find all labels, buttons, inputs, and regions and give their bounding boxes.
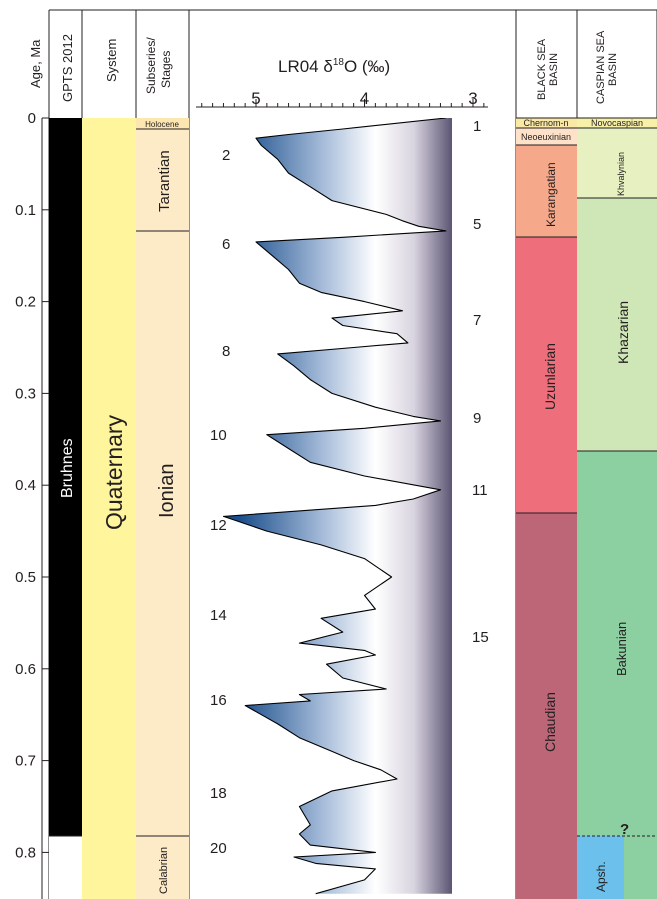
chernomorian-block bbox=[516, 118, 577, 128]
ionian-block bbox=[136, 231, 189, 836]
age-tick-label: 0.4 bbox=[15, 477, 36, 494]
black-sea-column: Chernom-n Neoeuxinian Karangatian Uzunla… bbox=[516, 117, 577, 899]
age-header: Age, Ma bbox=[28, 39, 43, 88]
mis-label: 6 bbox=[222, 236, 230, 253]
mis-label: 9 bbox=[473, 410, 481, 427]
stages-column: Holocene Tarantian Ionian Calabrian bbox=[136, 118, 189, 899]
novocaspian-block bbox=[577, 118, 657, 128]
chernomorian-label: Chernom-n bbox=[523, 118, 568, 128]
age-tick-label: 0.1 bbox=[15, 202, 36, 219]
stages-header-line2: Stages bbox=[159, 51, 173, 88]
mis-label: 11 bbox=[472, 482, 488, 499]
uzunlarian-block bbox=[516, 237, 577, 513]
holocene-block bbox=[136, 118, 189, 129]
lr04-curve-fill bbox=[223, 118, 452, 894]
d18o-axis: 5 4 3 bbox=[196, 89, 488, 108]
system-header: System bbox=[104, 39, 119, 82]
mis-label: 16 bbox=[210, 692, 227, 709]
neoeuxinian-block bbox=[516, 128, 577, 145]
mis-label: 8 bbox=[222, 343, 230, 360]
lr04-axis-title: LR04 δ18O (‰) bbox=[278, 57, 390, 76]
gpts-header: GPTS 2012 bbox=[60, 34, 75, 102]
lr04-curve bbox=[222, 118, 447, 895]
mis-label: 2 bbox=[222, 147, 230, 164]
age-tick-label: 0.5 bbox=[15, 569, 36, 586]
holocene-label: Holocene bbox=[145, 120, 179, 129]
bakunian-label: Bakunian bbox=[614, 622, 629, 676]
uzunlarian-label: Uzunlarian bbox=[542, 343, 558, 410]
khvalynian-label: Khvalynian bbox=[616, 152, 626, 196]
calabrian-block bbox=[136, 836, 189, 899]
mis-label: 1 bbox=[473, 118, 481, 135]
chaudian-block bbox=[516, 513, 577, 899]
mis-label: 5 bbox=[473, 216, 481, 233]
novocaspian-label: Novocaspian bbox=[591, 118, 643, 128]
khvalynian-block bbox=[577, 128, 657, 198]
mis-label: 12 bbox=[210, 517, 227, 534]
stages-header-line1: Subseries/ bbox=[144, 37, 158, 94]
column-headers: Age, Ma GPTS 2012 System Subseries/ Stag… bbox=[28, 30, 619, 104]
system-column: Quaternary bbox=[82, 118, 136, 899]
bakunian-block bbox=[577, 451, 657, 899]
caspian-header-line2: BASIN bbox=[607, 53, 619, 86]
age-tick-label: 0.3 bbox=[15, 385, 36, 402]
neoeuxinian-label: Neoeuxinian bbox=[521, 132, 571, 142]
gpts-column: Bruhnes bbox=[49, 118, 82, 899]
khazarian-block bbox=[577, 198, 657, 451]
age-tick-label: 0.6 bbox=[15, 661, 36, 678]
d18o-tick-label: 5 bbox=[251, 89, 260, 108]
d18o-tick-label: 3 bbox=[468, 89, 477, 108]
caspian-column: Novocaspian Khvalynian Khazarian Bakunia… bbox=[577, 117, 657, 899]
system-block bbox=[82, 118, 136, 899]
polarity-label: Bruhnes bbox=[59, 438, 76, 498]
age-tick-label: 0.7 bbox=[15, 753, 36, 770]
polarity-reversed-bar bbox=[49, 836, 82, 899]
calabrian-label: Calabrian bbox=[158, 847, 170, 894]
ionian-label: Ionian bbox=[156, 464, 178, 519]
age-tick-label: 0.8 bbox=[15, 844, 36, 861]
age-tick-label: 0.2 bbox=[15, 294, 36, 311]
system-label: Quaternary bbox=[101, 414, 127, 530]
mis-label: 7 bbox=[473, 312, 481, 329]
chaudian-label: Chaudian bbox=[542, 692, 558, 752]
mis-label: 18 bbox=[210, 785, 227, 802]
karangatian-label: Karangatian bbox=[544, 162, 558, 227]
mis-label: 10 bbox=[210, 427, 227, 444]
tarantian-label: Tarantian bbox=[156, 150, 173, 212]
age-tick-label: 0 bbox=[28, 110, 36, 127]
mis-label: 14 bbox=[210, 607, 227, 624]
black-sea-header-line1: BLACK SEA bbox=[536, 38, 548, 100]
khazarian-label: Khazarian bbox=[615, 301, 631, 364]
mis-label: 15 bbox=[472, 629, 489, 646]
black-sea-header-line2: BASIN bbox=[548, 53, 560, 86]
karangatian-block bbox=[516, 145, 577, 237]
polarity-normal-bar bbox=[49, 118, 82, 836]
d18o-tick-label: 4 bbox=[360, 89, 369, 108]
uncertain-marker: ? bbox=[620, 821, 629, 838]
age-axis: 0 0.1 0.2 0.3 0.4 0.5 0.6 0.7 0.8 bbox=[15, 110, 49, 899]
tarantian-block bbox=[136, 129, 189, 231]
apsheronian-label: Apsh. bbox=[594, 861, 608, 892]
apsheronian-block bbox=[577, 836, 624, 899]
mis-label: 20 bbox=[210, 840, 227, 857]
caspian-header-line1: CASPIAN SEA bbox=[595, 30, 607, 104]
